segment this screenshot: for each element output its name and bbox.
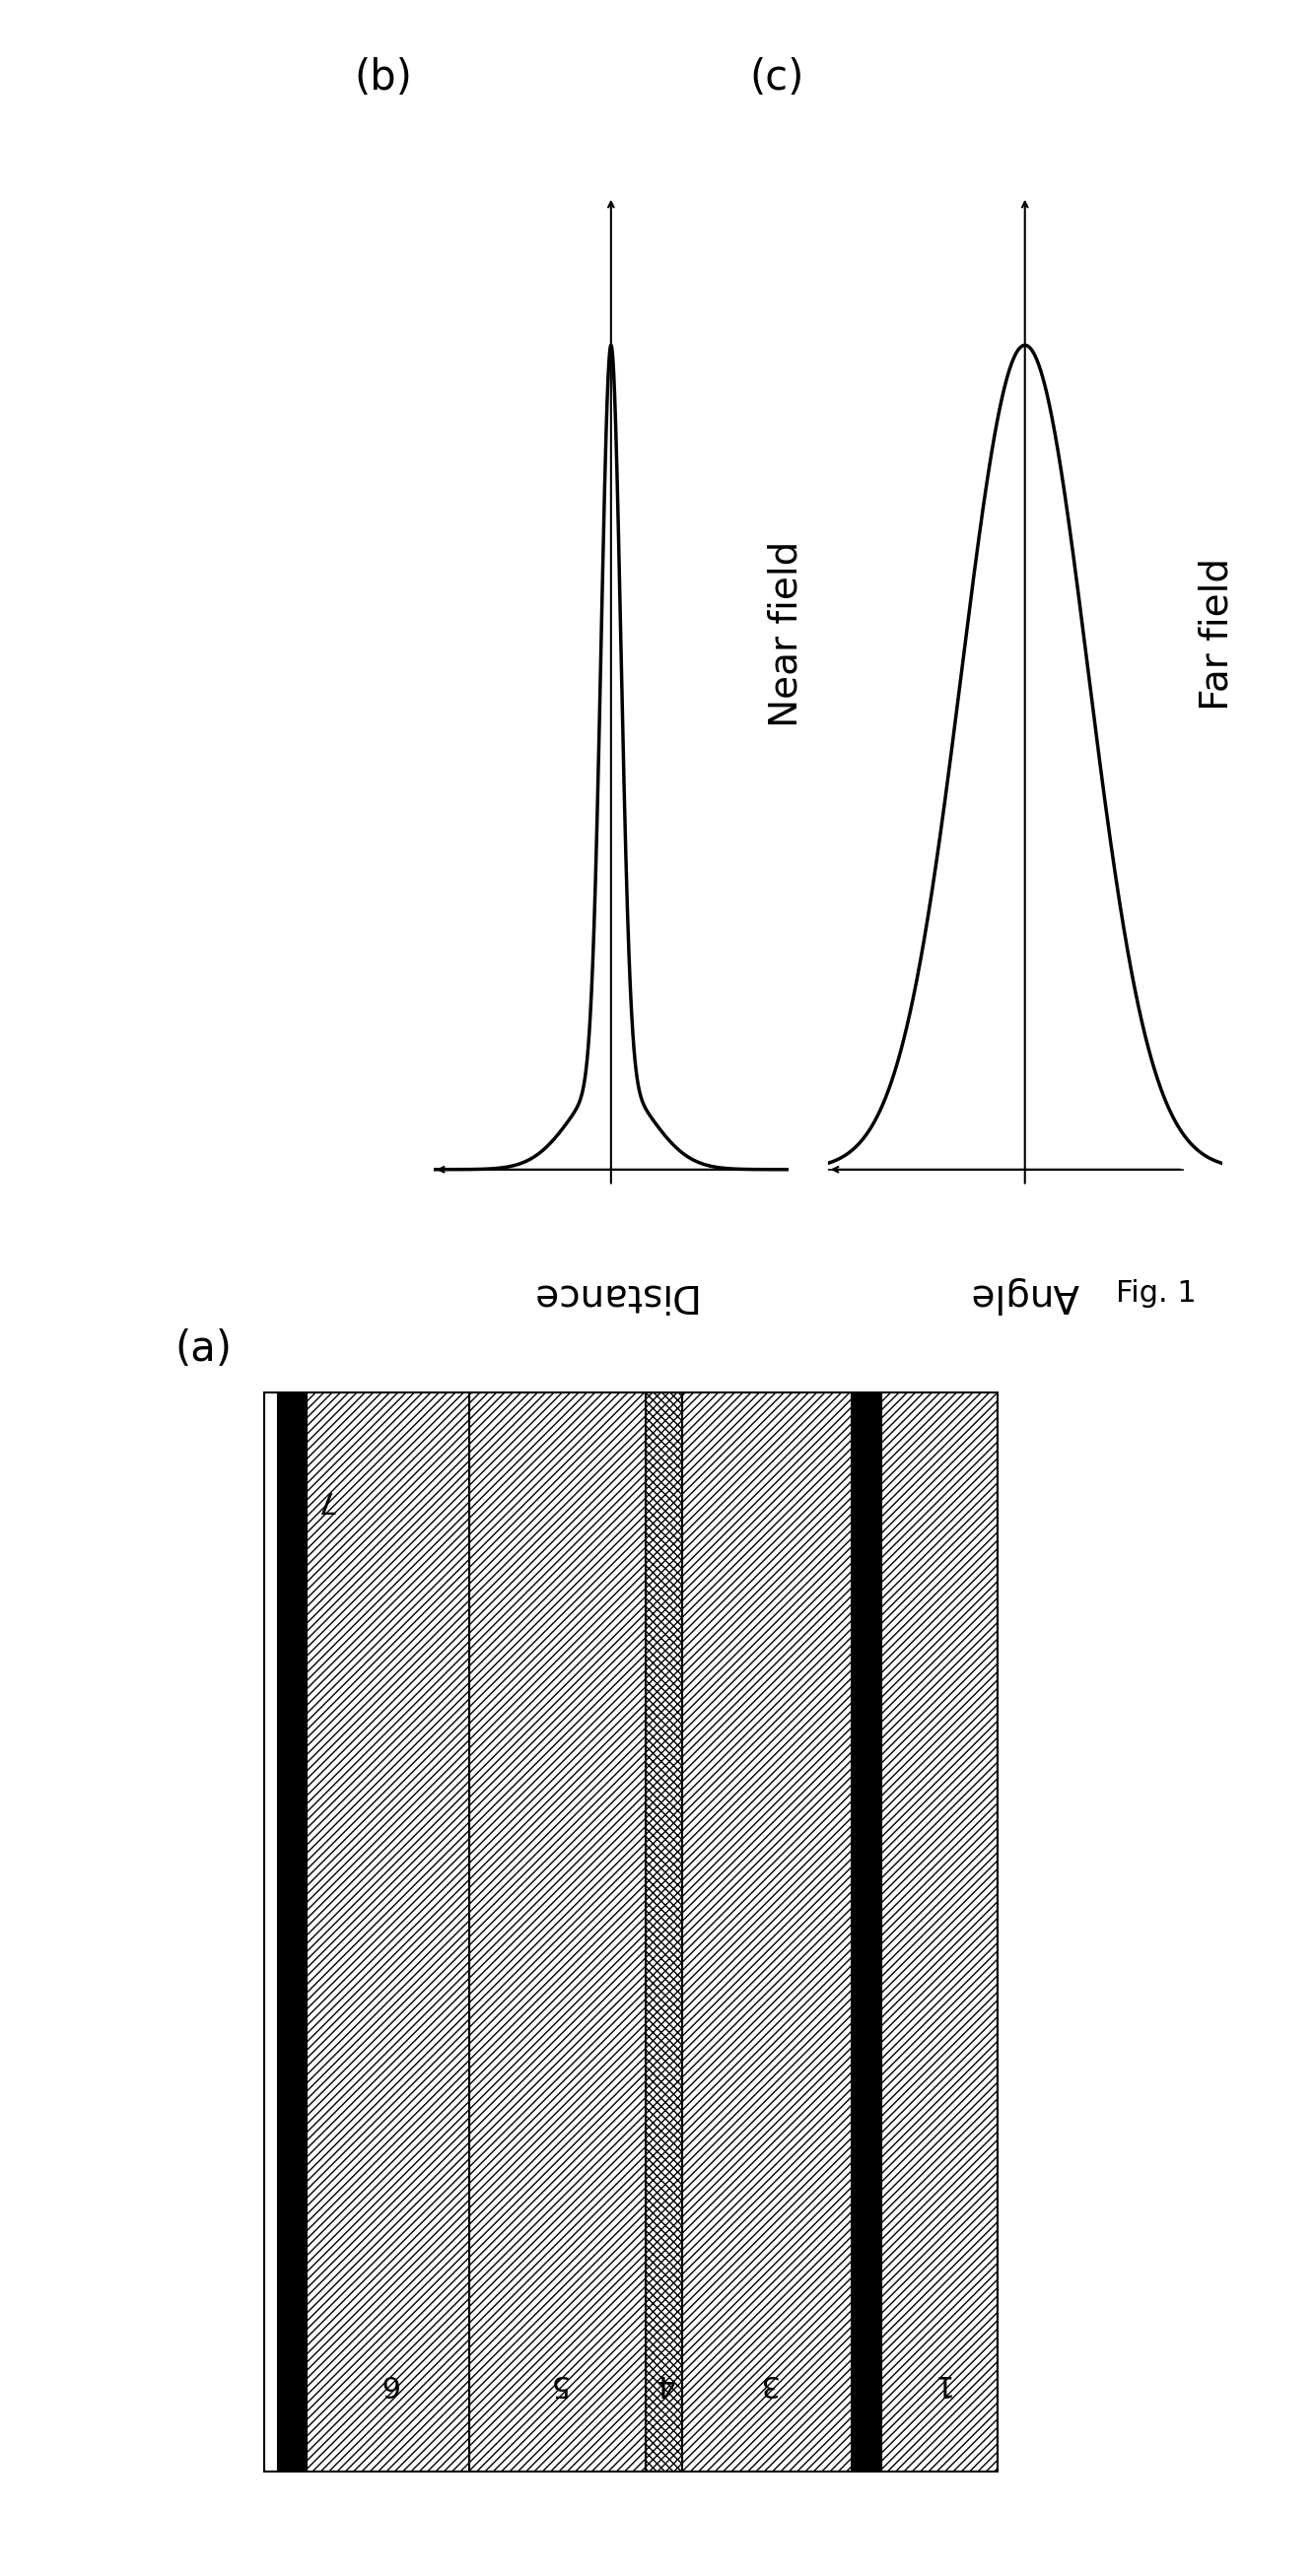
Bar [880, 1391, 999, 2473]
Text: (a): (a) [175, 1329, 231, 1370]
Bar [307, 1391, 469, 2473]
Text: Distance: Distance [527, 1278, 695, 1314]
Bar [682, 1391, 851, 2473]
Text: Fig. 1: Fig. 1 [1116, 1278, 1197, 1309]
Bar [851, 1391, 880, 2473]
Text: Near field: Near field [767, 541, 804, 726]
Text: 5: 5 [548, 2370, 566, 2398]
Bar [469, 1391, 645, 2473]
Text: Angle: Angle [971, 1278, 1079, 1314]
Text: (b): (b) [355, 57, 413, 98]
Text: 7: 7 [314, 1484, 334, 1515]
Text: 4: 4 [654, 2370, 673, 2398]
Text: 3: 3 [757, 2370, 777, 2398]
Bar [277, 1391, 307, 2473]
Text: Far field: Far field [1198, 556, 1236, 711]
Text: 1: 1 [930, 2370, 949, 2398]
Text: (c): (c) [749, 57, 804, 98]
Bar [645, 1391, 682, 2473]
Text: 6: 6 [378, 2370, 397, 2398]
